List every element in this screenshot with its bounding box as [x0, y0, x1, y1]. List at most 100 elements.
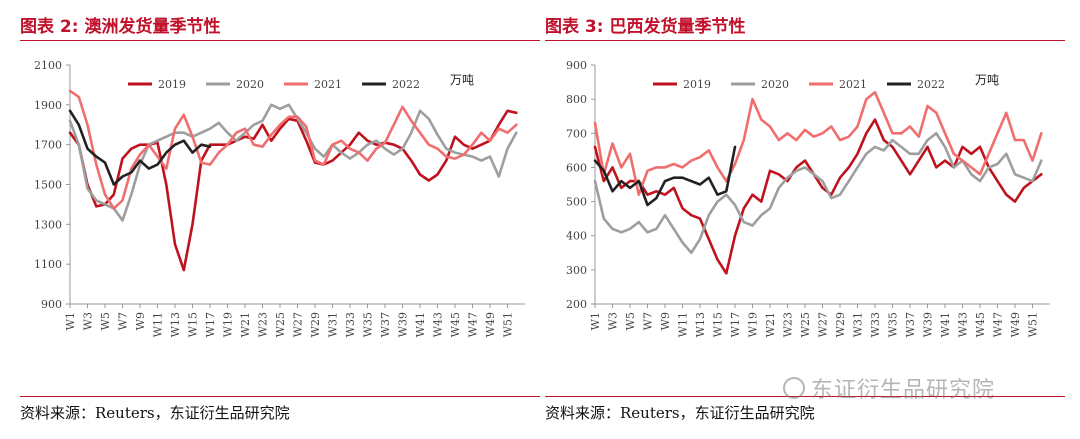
- y-tick-label: 900: [566, 59, 587, 72]
- x-tick-label: W13: [694, 312, 707, 337]
- y-tick-label: 900: [41, 298, 62, 311]
- x-tick-label: W7: [117, 312, 130, 330]
- x-tick-label: W5: [624, 312, 637, 330]
- legend-label-2021: 2021: [314, 78, 342, 91]
- x-tick-label: W41: [414, 312, 427, 337]
- title-rule: [545, 40, 1065, 41]
- x-tick-label: W11: [677, 312, 690, 337]
- legend-label-2019: 2019: [683, 78, 711, 91]
- x-tick-label: W43: [432, 312, 445, 337]
- x-tick-label: W25: [799, 312, 812, 337]
- watermark-text: 东证衍生品研究院: [811, 378, 996, 403]
- x-tick-label: W7: [642, 312, 655, 330]
- x-tick-label: W27: [292, 312, 305, 337]
- right-figure: 图表 3: 巴西发货量季节性 200 300 400 500 600 700 800 900 W…: [545, 0, 1065, 439]
- y-tick-label: 1700: [34, 139, 62, 152]
- series-line-2022: [593, 145, 737, 207]
- x-tick-label: W1: [589, 312, 602, 330]
- x-tick-label: W51: [502, 312, 515, 337]
- y-tick-label: 400: [566, 230, 587, 243]
- y-tick-label: 1500: [34, 179, 62, 192]
- left-figure: 图表 2: 澳洲发货量季节性 900 1100 1300 1500 1700 1900 21…: [20, 0, 540, 439]
- x-tick-label: W29: [309, 312, 322, 337]
- x-tick-label: W25: [274, 312, 287, 337]
- x-tick-label: W39: [397, 312, 410, 337]
- x-tick-label: W43: [957, 312, 970, 337]
- legend-label-2019: 2019: [158, 78, 186, 91]
- x-tick-label: W17: [204, 312, 217, 337]
- x-tick-label: W21: [239, 312, 252, 337]
- x-tick-label: W33: [869, 312, 882, 337]
- x-tick-label: W13: [169, 312, 182, 337]
- x-tick-label: W29: [834, 312, 847, 337]
- x-tick-label: W35: [887, 312, 900, 337]
- y-tick-label: 600: [566, 161, 587, 174]
- x-tick-label: W23: [782, 312, 795, 337]
- source-rule: [20, 396, 540, 397]
- figure-title: 图表 2: 澳洲发货量季节性: [20, 17, 221, 37]
- x-tick-label: W41: [939, 312, 952, 337]
- x-tick-label: W31: [327, 312, 340, 337]
- watermark: 东证衍生品研究院: [783, 372, 995, 404]
- y-tick-label: 1300: [34, 218, 62, 231]
- y-tick-label: 200: [566, 298, 587, 311]
- x-tick-label: W39: [922, 312, 935, 337]
- x-tick-label: W9: [659, 312, 672, 330]
- y-tick-label: 700: [566, 127, 587, 140]
- x-tick-label: W9: [134, 312, 147, 330]
- y-tick-label: 1100: [34, 258, 62, 271]
- x-tick-label: W37: [379, 312, 392, 337]
- x-tick-label: W51: [1027, 312, 1040, 337]
- y-tick-label: 1900: [34, 99, 62, 112]
- x-tick-label: W3: [82, 312, 95, 330]
- x-tick-label: W15: [187, 312, 200, 337]
- legend-label-2022: 2022: [392, 78, 420, 91]
- x-tick-label: W23: [257, 312, 270, 337]
- x-tick-label: W45: [449, 312, 462, 337]
- x-tick-label: W15: [712, 312, 725, 337]
- x-tick-label: W1: [64, 312, 77, 330]
- x-tick-label: W11: [152, 312, 165, 337]
- source-rule: [545, 396, 1065, 397]
- series-line-2019: [593, 118, 1043, 275]
- series-line-2022: [68, 109, 212, 186]
- x-tick-label: W33: [344, 312, 357, 337]
- australia-shipments-chart: 900 1100 1300 1500 1700 1900 2100 W1 W3 W5 W7 W9 W11…: [34, 59, 525, 337]
- x-tick-label: W19: [222, 312, 235, 337]
- x-tick-label: W17: [729, 312, 742, 337]
- series-line-2019: [68, 109, 518, 272]
- x-tick-label: W49: [1009, 312, 1022, 337]
- legend-label-2020: 2020: [236, 78, 264, 91]
- x-tick-label: W49: [484, 312, 497, 337]
- wechat-icon: [783, 377, 805, 399]
- x-tick-label: W21: [764, 312, 777, 337]
- x-tick-label: W45: [974, 312, 987, 337]
- source-note: 资料来源：Reuters，东证衍生品研究院: [20, 404, 290, 422]
- series-line-2021: [68, 89, 518, 210]
- title-rule: [20, 40, 540, 41]
- legend-label-2022: 2022: [917, 78, 945, 91]
- unit-label: 万吨: [450, 73, 474, 87]
- x-tick-label: W31: [852, 312, 865, 337]
- series-line-2020: [68, 103, 518, 222]
- y-tick-label: 2100: [34, 59, 62, 72]
- source-note: 资料来源：Reuters，东证衍生品研究院: [545, 404, 815, 422]
- x-tick-label: W35: [362, 312, 375, 337]
- x-tick-label: W47: [992, 312, 1005, 337]
- legend-label-2020: 2020: [761, 78, 789, 91]
- figure-title: 图表 3: 巴西发货量季节性: [545, 17, 746, 37]
- y-tick-label: 500: [566, 196, 587, 209]
- series-line-2021: [593, 91, 1043, 196]
- unit-label: 万吨: [975, 73, 999, 87]
- x-tick-label: W19: [747, 312, 760, 337]
- x-tick-label: W27: [817, 312, 830, 337]
- legend-label-2021: 2021: [839, 78, 867, 91]
- brazil-shipments-chart: 200 300 400 500 600 700 800 900 W1 W3 W5 W7 W9 W11 W13…: [566, 59, 1050, 337]
- x-tick-label: W3: [607, 312, 620, 330]
- y-tick-label: 800: [566, 93, 587, 106]
- x-tick-label: W37: [904, 312, 917, 337]
- x-tick-label: W47: [467, 312, 480, 337]
- series-line-2020: [593, 132, 1043, 255]
- y-tick-label: 300: [566, 264, 587, 277]
- x-tick-label: W5: [99, 312, 112, 330]
